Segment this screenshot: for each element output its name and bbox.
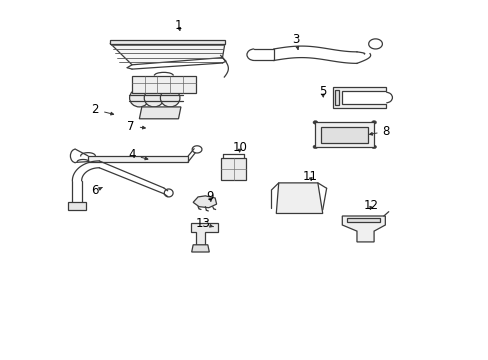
Polygon shape	[132, 76, 195, 93]
Polygon shape	[321, 127, 367, 143]
Polygon shape	[221, 158, 246, 180]
Text: 3: 3	[291, 33, 299, 49]
Text: 6: 6	[91, 184, 102, 197]
Ellipse shape	[129, 89, 149, 107]
Circle shape	[312, 145, 317, 149]
Text: 9: 9	[206, 190, 214, 203]
Polygon shape	[342, 216, 385, 242]
Polygon shape	[315, 122, 373, 147]
Text: 8: 8	[369, 125, 389, 138]
Polygon shape	[335, 90, 339, 105]
Text: 5: 5	[318, 85, 326, 98]
Ellipse shape	[144, 89, 163, 107]
Polygon shape	[346, 218, 380, 222]
Polygon shape	[276, 183, 322, 213]
Text: 12: 12	[364, 199, 378, 212]
Circle shape	[371, 145, 376, 149]
Text: 13: 13	[195, 217, 213, 230]
Text: 1: 1	[174, 19, 182, 32]
Polygon shape	[193, 196, 216, 208]
Polygon shape	[110, 40, 224, 44]
Text: 10: 10	[232, 141, 246, 154]
Polygon shape	[332, 87, 386, 108]
Text: 7: 7	[127, 120, 145, 132]
Polygon shape	[191, 245, 209, 252]
Text: 11: 11	[303, 170, 317, 183]
Text: 4: 4	[128, 148, 147, 161]
Circle shape	[371, 121, 376, 124]
Ellipse shape	[160, 89, 180, 107]
Polygon shape	[68, 202, 85, 210]
Polygon shape	[88, 156, 188, 162]
Polygon shape	[110, 43, 224, 65]
Circle shape	[312, 121, 317, 124]
Polygon shape	[139, 107, 181, 119]
Text: 2: 2	[91, 103, 113, 116]
Polygon shape	[190, 223, 217, 245]
